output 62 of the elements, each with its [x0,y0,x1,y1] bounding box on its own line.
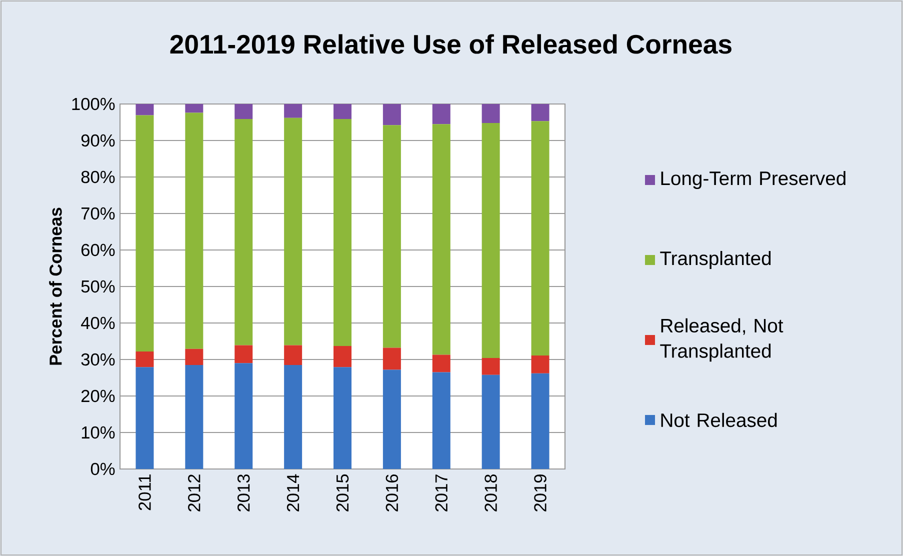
legend-label: Released, Not Transplanted [660,318,784,362]
x-tick-label: 2014 [286,474,300,512]
bar [185,104,204,113]
y-tick-label: 80% [81,170,115,184]
bar [531,121,550,356]
bar [185,112,204,349]
bar [136,115,154,352]
bar [531,373,550,469]
bar [136,367,154,469]
legend-label: Not Released [661,412,777,428]
x-tick-label: 2012 [188,474,200,512]
x-tick-label: 2013 [237,474,250,512]
y-tick-label: 20% [81,390,115,402]
bar [482,374,500,469]
bar [482,104,500,123]
bar [136,104,154,116]
bar [482,122,500,358]
bar [334,104,352,119]
y-tick-label: 0% [90,462,115,476]
chart-title: 2011-2019 Relative Use of Released Corneas [170,34,732,54]
bar [432,124,450,355]
bar [234,363,253,469]
x-tick-label: 2018 [484,474,497,512]
bar [432,372,450,469]
bar [334,346,352,368]
y-tick-label: 60% [81,244,115,256]
bar [284,104,302,118]
bar [382,104,401,126]
legend-label: Long-Term Preserved [661,170,846,189]
bar [432,104,450,124]
x-tick-label: 2011 [138,474,151,510]
bar [185,364,204,469]
bar [382,348,401,370]
bar [284,118,302,346]
y-tick-label: 30% [81,353,115,366]
x-tick-label: 2016 [386,474,398,512]
bar [284,345,302,365]
bar [482,358,500,375]
y-axis-title: Percent of Corneas [49,208,62,365]
y-tick-label: 50% [81,280,115,293]
bar [234,118,253,346]
bar [432,354,450,372]
x-tick-label: 2017 [435,474,448,512]
bar [382,370,401,469]
bar [382,125,401,348]
legend-label: Transplanted [660,250,771,269]
bar [234,345,253,364]
bar [284,364,302,469]
bar [136,351,154,368]
y-tick-label: 10% [82,426,115,439]
y-tick-label: 40% [81,316,115,330]
y-tick-label: 100% [72,98,115,110]
y-tick-label: 90% [81,134,115,147]
bar [234,104,253,119]
bar [185,348,204,365]
bar [334,118,352,346]
y-tick-label: 70% [82,207,115,220]
bar [531,104,550,122]
bar [334,367,352,469]
bar [531,355,550,374]
x-tick-label: 2015 [336,474,349,512]
x-tick-label: 2019 [534,474,546,512]
